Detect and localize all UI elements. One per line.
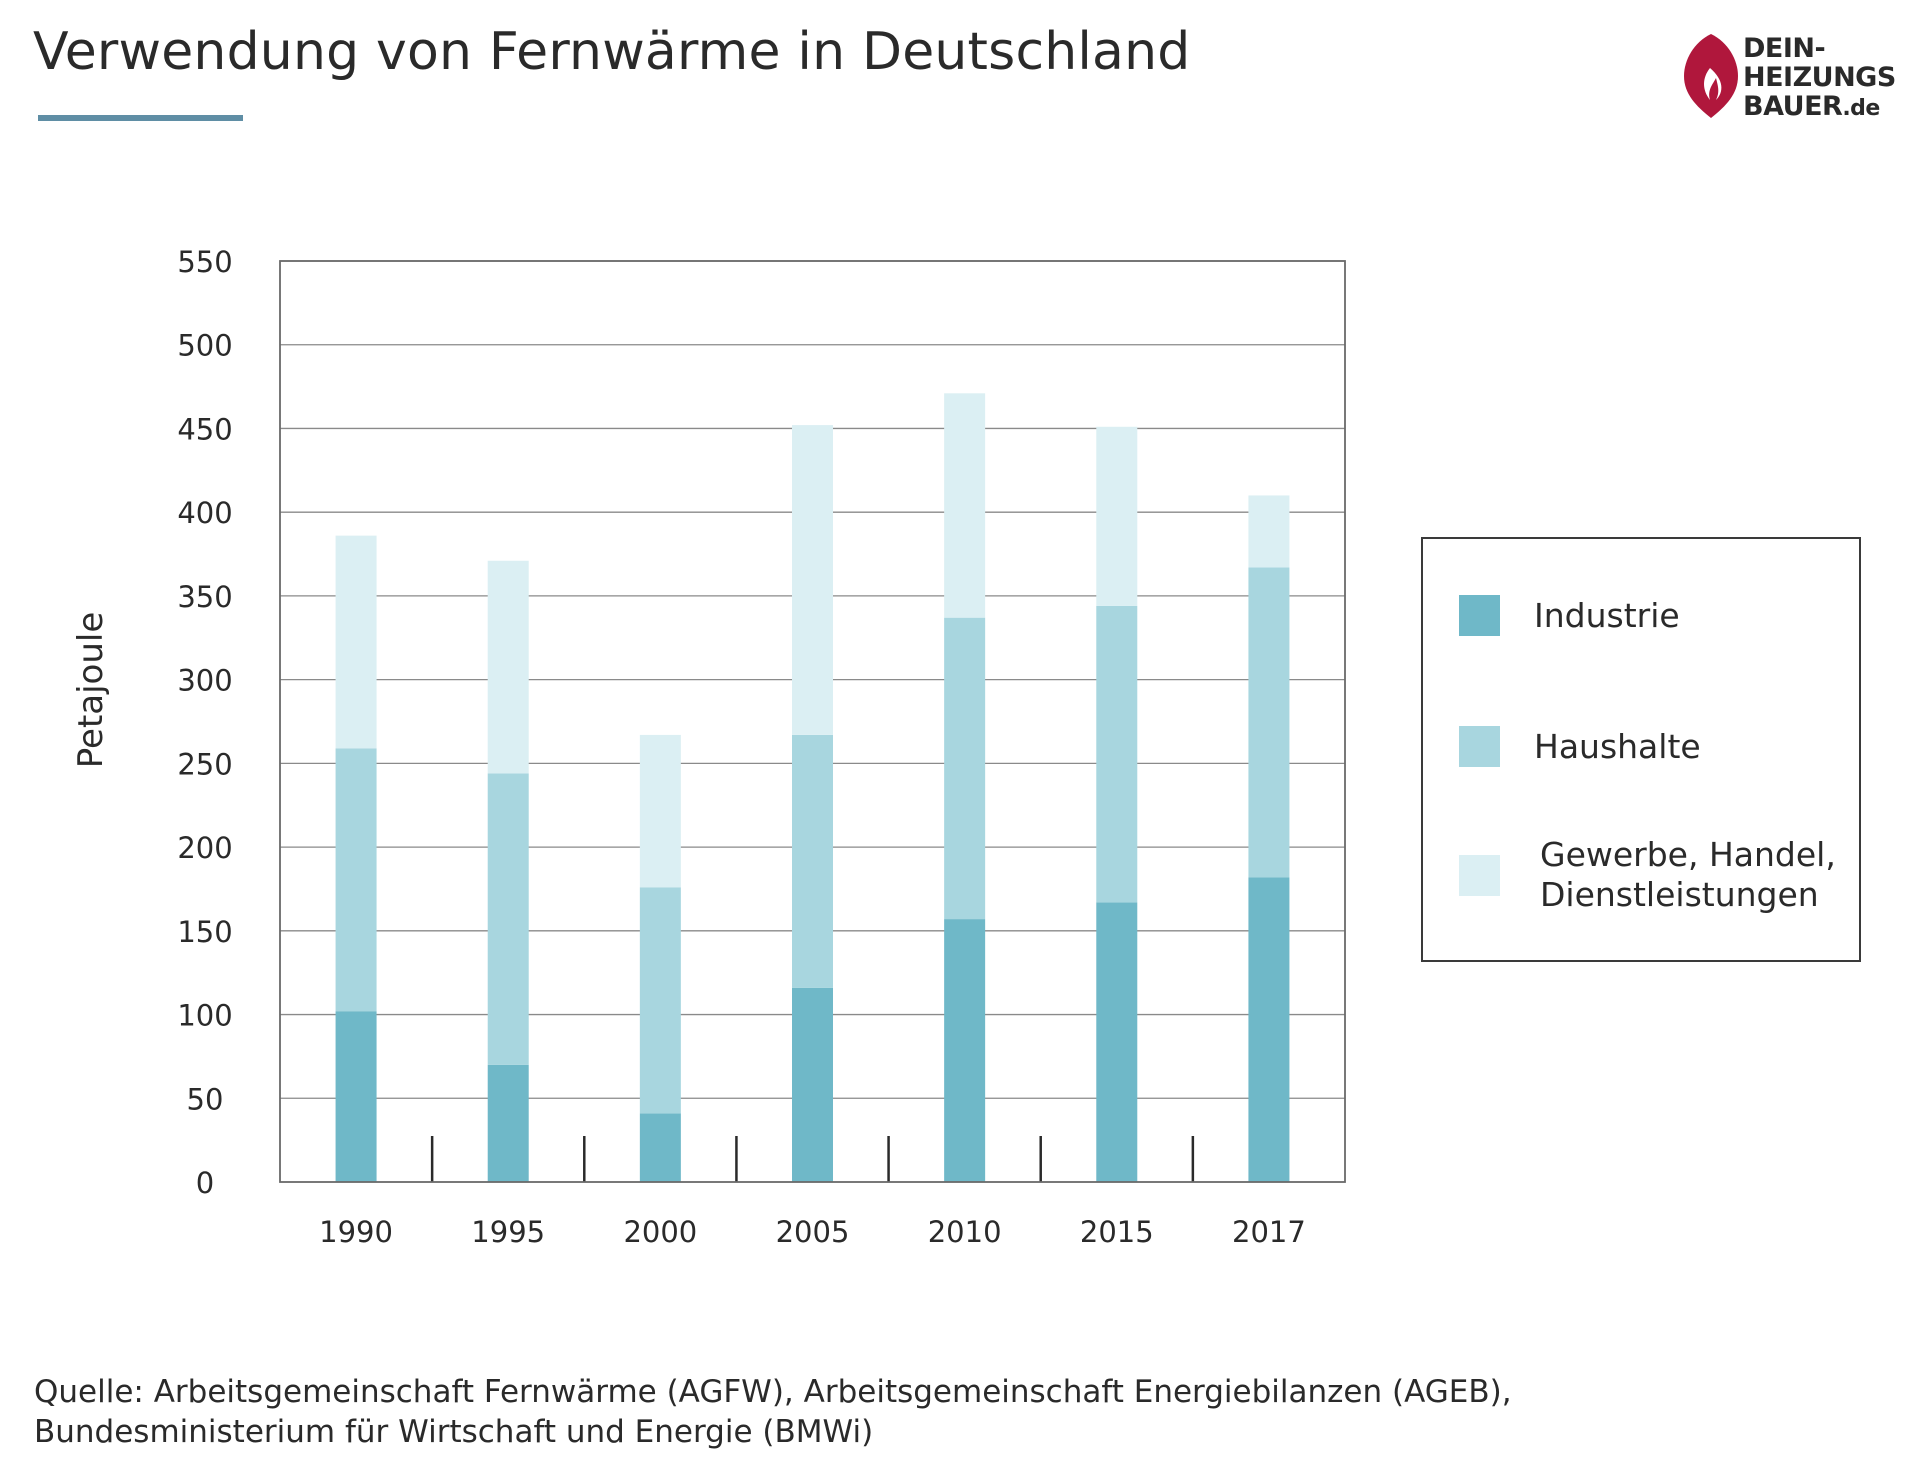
bars-layer (335, 393, 1290, 1182)
bar-2000-industrie (639, 1113, 681, 1182)
source-line-2: Bundesministerium für Wirtschaft und Ene… (34, 1414, 874, 1450)
y-tick-label-450: 450 (177, 412, 232, 446)
bar-2000-haushalte (639, 887, 681, 1114)
frame-layer (279, 260, 1346, 1183)
legend-label-haushalte-line-1: Haushalte (1534, 726, 1701, 766)
bar-2005-haushalte (792, 734, 833, 988)
bar-2017-gewerbe (1248, 495, 1290, 568)
bar-2010-industrie (944, 919, 986, 1182)
y-tick-label-400: 400 (177, 496, 232, 530)
bar-2000-gewerbe (639, 734, 681, 888)
bar-1995-gewerbe (487, 560, 529, 774)
logo-line-2: HEIZUNGS (1743, 62, 1896, 93)
legend-label-gewerbe: Gewerbe, Handel, Dienstleistungen (1540, 835, 1836, 915)
legend-item-haushalte: Haushalte (1459, 726, 1701, 767)
page-title: Verwendung von Fernwärme in Deutschland (33, 22, 1191, 82)
y-tick-label-350: 350 (177, 580, 232, 614)
y-tick-label-550: 550 (177, 245, 232, 279)
bar-2017-haushalte (1248, 567, 1290, 878)
bar-2010-gewerbe (944, 393, 986, 618)
y-tick-label-0: 0 (196, 1166, 214, 1200)
bar-2010-haushalte (944, 617, 986, 920)
legend-label-industrie: Industrie (1534, 596, 1680, 636)
bar-2015-industrie (1096, 902, 1138, 1182)
logo: DEIN- HEIZUNGS BAUER.de (1680, 30, 1900, 130)
x-tick-label-2017: 2017 (1232, 1215, 1306, 1249)
plot-frame (279, 260, 1346, 1183)
labels-layer: 0 50 100 150 200 250 300 350 400 450 500 550 1990 199… (177, 245, 1306, 1249)
legend-label-gewerbe-line-2: Dienstleistungen (1540, 875, 1819, 914)
source-note: Quelle: Arbeitsgemeinschaft Fernwärme (A… (34, 1372, 1512, 1452)
bar-2005-gewerbe (792, 425, 833, 735)
y-tick-label-50: 50 (187, 1082, 224, 1116)
bar-2015-gewerbe (1096, 426, 1138, 606)
bar-1990-gewerbe (335, 535, 377, 749)
legend-item-gewerbe: Gewerbe, Handel, Dienstleistungen (1459, 835, 1836, 915)
y-tick-label-500: 500 (177, 329, 232, 363)
bar-1990-haushalte (335, 748, 377, 1012)
x-tick-label-1990: 1990 (319, 1215, 393, 1249)
logo-line-1: DEIN- (1743, 33, 1826, 64)
bar-2017-industrie (1248, 877, 1290, 1182)
legend-label-industrie-line-1: Industrie (1534, 595, 1680, 635)
x-tick-label-2000: 2000 (623, 1215, 697, 1249)
logo-line-3: BAUER (1743, 91, 1843, 122)
legend-item-industrie: Industrie (1459, 595, 1680, 636)
legend-swatch-haushalte (1459, 726, 1500, 767)
legend: Industrie Haushalte Gewerbe, Handel, Die… (1421, 537, 1861, 962)
logo-suffix: .de (1842, 96, 1880, 121)
title-underline (38, 115, 243, 121)
y-tick-label-250: 250 (177, 747, 232, 781)
legend-label-haushalte: Haushalte (1534, 727, 1701, 767)
y-tick-label-300: 300 (177, 664, 232, 698)
bar-1990-industrie (335, 1011, 377, 1182)
y-tick-label-200: 200 (177, 831, 232, 865)
flame-drop-icon (1684, 34, 1738, 118)
logo-text: DEIN- HEIZUNGS BAUER.de (1743, 34, 1896, 123)
legend-swatch-industrie (1459, 595, 1500, 636)
x-tick-label-2010: 2010 (928, 1215, 1002, 1249)
source-line-1: Quelle: Arbeitsgemeinschaft Fernwärme (A… (34, 1374, 1512, 1410)
legend-label-gewerbe-line-1: Gewerbe, Handel, (1540, 835, 1836, 874)
y-axis-title: Petajoule (71, 612, 111, 769)
y-tick-label-100: 100 (177, 999, 232, 1033)
x-tick-label-2005: 2005 (776, 1215, 850, 1249)
x-tick-label-1995: 1995 (471, 1215, 545, 1249)
x-tick-label-2015: 2015 (1080, 1215, 1154, 1249)
bar-1995-haushalte (487, 773, 529, 1065)
legend-swatch-gewerbe (1459, 854, 1500, 896)
bar-2005-industrie (792, 987, 833, 1182)
bar-1995-industrie (487, 1064, 529, 1182)
bar-2015-haushalte (1096, 605, 1138, 903)
y-tick-label-150: 150 (177, 915, 232, 949)
